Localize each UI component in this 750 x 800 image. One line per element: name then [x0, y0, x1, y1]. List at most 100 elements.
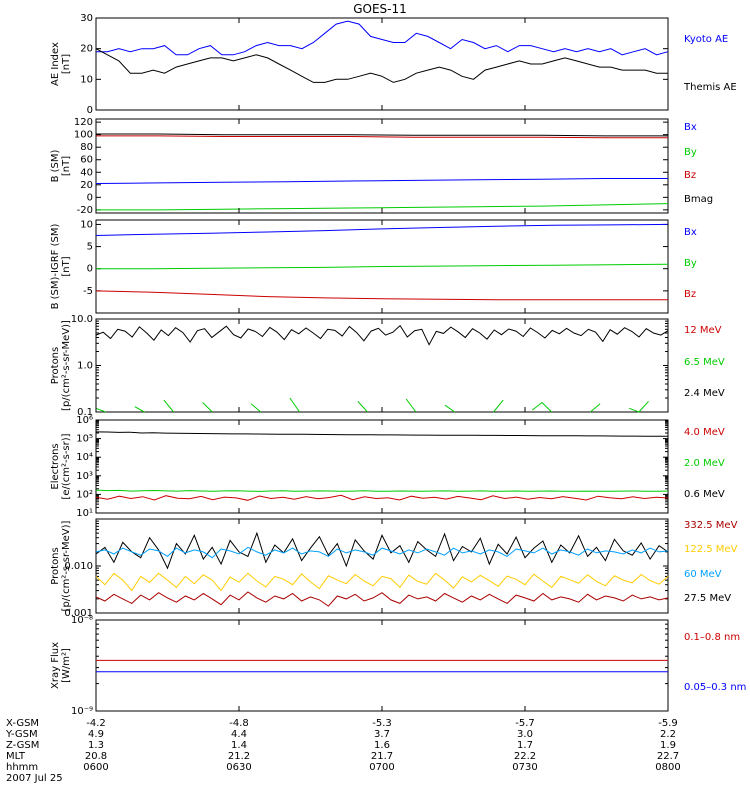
y-tick-label: 10⁶ [76, 415, 93, 426]
y-axis-label-line: Electrons [50, 443, 61, 489]
panel-frame [95, 619, 669, 712]
legend-entry: 12 MeV [684, 325, 722, 336]
x-value-hhmm: 0600 [83, 762, 108, 773]
y-tick-label: 0 [87, 264, 93, 275]
panel-frame [95, 318, 669, 413]
series-line-2-0-mev [95, 489, 669, 492]
series-line-by [96, 203, 669, 211]
x-value-hhmm: 0700 [369, 762, 394, 773]
y-tick-label: 5 [87, 242, 93, 253]
x-value-mlt: 21.2 [228, 751, 250, 762]
legend-entry: Bz [684, 289, 696, 300]
y-tick-label: -20 [77, 205, 93, 216]
x-row-label: X-GSM [6, 718, 39, 729]
legend-entry: 332.5 MeV [684, 520, 738, 531]
series-line-0-6-mev [95, 431, 669, 437]
y-axis-label-line: AE Index [50, 42, 61, 86]
y-axis-label-line: Xray Flux [50, 642, 61, 689]
y-tick-label: 0 [87, 105, 93, 116]
series-line-122-5-mev [95, 572, 669, 592]
y-tick-label: 10⁴ [76, 452, 93, 463]
panel-ae-index: 0 10 20 30 AE Index[nT] Kyoto AE Themis AE [50, 13, 737, 116]
x-value-x-gsm: -5.7 [515, 718, 535, 729]
x-row-label: MLT [6, 751, 26, 762]
legend-entry: 122.5 MeV [684, 544, 738, 555]
y-tick-label: 0.1 [77, 407, 93, 418]
y-axis-label-line: [nT] [61, 256, 72, 276]
series-line-themis-ae [95, 48, 668, 83]
y-axis-label-line: [p/(cm²-s-sr-MeV)] [61, 320, 72, 411]
legend-entry: 0.6 MeV [684, 489, 725, 500]
series-line-332-5-mev [95, 591, 669, 607]
x-value-x-gsm: -5.3 [372, 718, 392, 729]
chart-title: GOES-11 [353, 2, 407, 16]
series-line-2-4-mev [95, 324, 669, 346]
x-value-y-gsm: 2.2 [660, 729, 676, 740]
legend-entry: Kyoto AE [684, 34, 728, 45]
x-value-z-gsm: 1.7 [517, 740, 533, 751]
x-value-mlt: 22.7 [657, 751, 679, 762]
y-tick-label: 0.001 [64, 608, 93, 619]
legend-entry: By [684, 147, 697, 158]
y-tick-label: 20 [80, 180, 93, 191]
y-axis-label: B (SM)-IGRF (SM)[nT] [50, 224, 72, 310]
y-axis-label-line: B (SM)-IGRF (SM) [50, 224, 61, 310]
y-axis-label-line: [nT] [61, 54, 72, 74]
y-axis-label: AE Index[nT] [50, 42, 72, 86]
y-axis-label: Protons[p/(cm²-s-sr-MeV)] [50, 320, 72, 411]
x-value-hhmm: 0630 [226, 762, 251, 773]
y-tick-label: 10 [80, 74, 93, 85]
series-line-by [96, 263, 669, 270]
y-axis-label-line: [p/(cm²-s-sr-MeV)] [61, 520, 72, 611]
series-line-bz [95, 290, 668, 301]
series-line-60-mev [95, 546, 669, 559]
legend-entry: Themis AE [683, 82, 737, 93]
legend-entry: 27.5 MeV [684, 593, 731, 604]
x-value-hhmm: 0730 [512, 762, 537, 773]
legend-entry: 60 MeV [684, 569, 722, 580]
y-tick-label: 0.010 [64, 561, 93, 572]
x-row-label: Z-GSM [6, 740, 39, 751]
x-value-y-gsm: 4.9 [88, 729, 104, 740]
legend-entry: 6.5 MeV [684, 357, 725, 368]
x-value-x-gsm: -5.9 [658, 718, 678, 729]
panel-electrons: 10¹ 10² 10³ 10⁴ 10⁵ 10⁶ Electrons[e/(cm²-s-sr)… [50, 415, 725, 519]
legend-entry: 0.1–0.8 nm [684, 632, 740, 643]
series-line-6-5-mev [95, 397, 649, 413]
y-tick-label: 1.0 [77, 361, 93, 372]
panel-frame [95, 118, 669, 214]
y-axis-label-line: [nT] [61, 156, 72, 176]
series-line-27-5-mev [95, 531, 669, 570]
y-axis-label-line: [W/m²] [61, 648, 72, 683]
y-tick-label: 80 [80, 142, 93, 153]
legend-entry: Bx [684, 122, 697, 133]
x-value-hhmm: 0800 [655, 762, 680, 773]
y-tick-label: 10³ [76, 471, 93, 482]
legend-entry: Bx [684, 227, 697, 238]
y-tick-label: 10⁵ [76, 434, 93, 445]
y-tick-label: 10 [80, 219, 93, 230]
x-value-y-gsm: 4.4 [231, 729, 247, 740]
y-tick-label: 20 [80, 44, 93, 55]
y-tick-label: 10⁻⁹ [71, 706, 93, 717]
legend-entry: By [684, 258, 697, 269]
x-value-x-gsm: -4.2 [86, 718, 106, 729]
legend-entry: Bz [684, 170, 696, 181]
series-line-kyoto-ae [96, 20, 669, 56]
series-line-bmag [96, 133, 668, 137]
x-value-z-gsm: 1.3 [88, 740, 104, 751]
y-axis-label: Protons[p/(cm²-s-sr-MeV)] [50, 520, 72, 611]
y-tick-label: 0 [87, 192, 93, 203]
x-row-label: Y-GSM [5, 729, 38, 740]
y-axis-label-line: Protons [50, 547, 61, 584]
x-row-label: 2007 Jul 25 [6, 773, 63, 784]
y-axis-label: Electrons[e/(cm²-s-sr)] [50, 433, 72, 499]
y-tick-label: 120 [74, 117, 93, 128]
x-value-x-gsm: -4.8 [229, 718, 249, 729]
x-value-z-gsm: 1.6 [374, 740, 390, 751]
